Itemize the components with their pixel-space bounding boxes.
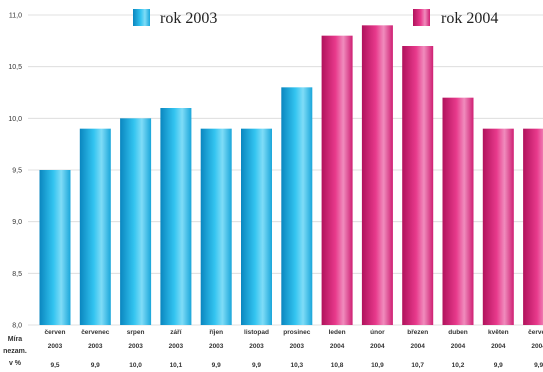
data-label: 10,7	[411, 362, 424, 369]
bars-layer	[39, 25, 543, 326]
x-tick-label-month: duben	[448, 329, 468, 336]
data-label: 10,3	[290, 362, 303, 369]
row-label: v %	[9, 360, 22, 367]
bar	[482, 128, 514, 325]
bar	[402, 46, 434, 325]
bar	[39, 170, 71, 325]
x-tick-label-year: 2004	[491, 343, 506, 350]
x-tick-label-year: 2004	[451, 343, 466, 350]
y-tick-label: 9,0	[12, 219, 22, 226]
labels-layer: 11,0 10,5 10,0 9,5 9,0 8,5 8,0 červen 2003 9,5 čer…	[3, 13, 543, 370]
bar	[79, 128, 111, 325]
x-tick-label-month: červenec	[81, 329, 110, 336]
legend-swatch	[133, 9, 150, 26]
data-label: 9,5	[50, 362, 59, 369]
bar	[442, 97, 474, 326]
row-label: nezam.	[3, 348, 27, 355]
y-tick-label: 9,5	[12, 168, 22, 175]
y-tick-label: 8,5	[12, 271, 22, 278]
x-tick-label-month: říjen	[209, 329, 223, 336]
legend-label: rok 2004	[441, 10, 498, 27]
bar	[200, 128, 232, 325]
bar	[160, 108, 192, 325]
data-label: 10,1	[170, 362, 183, 369]
x-tick-label-month: červen	[528, 329, 543, 336]
y-tick-label: 10,0	[8, 116, 22, 123]
x-tick-label-year: 2003	[88, 343, 103, 350]
x-tick-label-month: listopad	[244, 329, 269, 336]
x-tick-label-year: 2003	[290, 343, 305, 350]
x-tick-label-month: květen	[488, 329, 509, 336]
x-tick-label-year: 2003	[249, 343, 264, 350]
bar	[523, 128, 543, 325]
x-tick-label-year: 2003	[209, 343, 224, 350]
bar	[321, 35, 353, 326]
legend-swatch	[413, 9, 430, 26]
x-tick-label-year: 2004	[370, 343, 385, 350]
x-tick-label-year: 2003	[48, 343, 63, 350]
data-label: 10,9	[371, 362, 384, 369]
x-tick-label-year: 2004	[330, 343, 345, 350]
data-label: 10,2	[452, 362, 465, 369]
y-tick-label: 11,0	[9, 13, 22, 20]
x-tick-label-year: 2003	[169, 343, 184, 350]
x-tick-label-month: srpen	[127, 329, 145, 336]
legend: rok 2003 rok 2004	[133, 9, 498, 27]
data-label: 9,9	[91, 362, 100, 369]
x-tick-label-month: červen	[45, 329, 66, 336]
data-label: 9,9	[534, 362, 543, 369]
data-label: 9,9	[494, 362, 503, 369]
bar	[241, 128, 272, 325]
data-label: 9,9	[252, 362, 261, 369]
x-tick-label-year: 2004	[410, 343, 425, 350]
legend-label: rok 2003	[160, 10, 217, 27]
bar	[361, 25, 393, 325]
data-label: 10,0	[129, 362, 142, 369]
x-tick-label-month: leden	[329, 329, 346, 336]
x-tick-label-month: březen	[407, 329, 428, 336]
y-tick-label: 8,0	[12, 323, 22, 330]
x-tick-label-year: 2004	[531, 343, 543, 350]
bar	[281, 87, 313, 325]
x-tick-label-month: prosinec	[283, 329, 310, 336]
data-label: 9,9	[212, 362, 221, 369]
x-tick-label-year: 2003	[128, 343, 143, 350]
x-tick-label-month: září	[170, 329, 181, 336]
bar	[120, 118, 152, 325]
row-label: Míra	[8, 336, 23, 343]
data-label: 10,8	[331, 362, 344, 369]
y-tick-label: 10,5	[8, 64, 22, 71]
x-tick-label-month: únor	[370, 329, 385, 336]
